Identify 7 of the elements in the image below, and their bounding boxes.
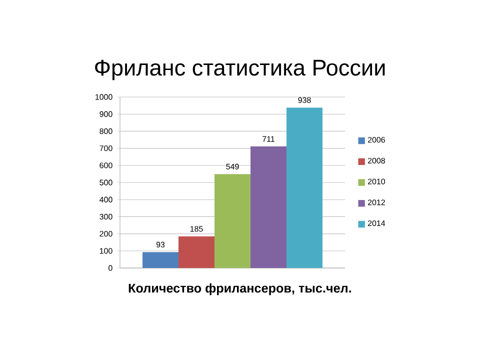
bar — [250, 146, 286, 268]
bar — [142, 252, 178, 268]
x-axis-title: Количество фрилансеров, тыс.чел. — [128, 283, 351, 296]
bar — [214, 174, 250, 268]
bar — [178, 236, 214, 268]
bar — [286, 108, 323, 268]
chart-title: Фриланс статистика России — [95, 60, 385, 80]
